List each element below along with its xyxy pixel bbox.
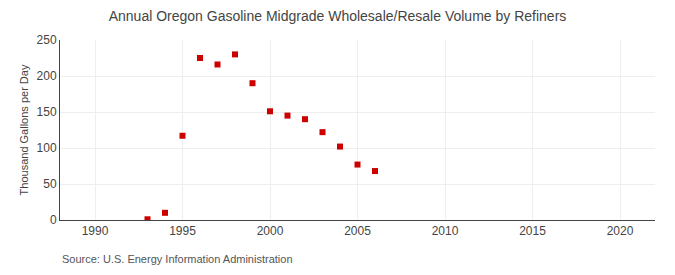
svg-text:1990: 1990 bbox=[82, 224, 109, 238]
svg-text:Thousand Gallons per Day: Thousand Gallons per Day bbox=[18, 64, 30, 195]
svg-text:50: 50 bbox=[43, 177, 57, 191]
svg-text:Source: U.S. Energy Informatio: Source: U.S. Energy Information Administ… bbox=[62, 253, 293, 265]
svg-text:2000: 2000 bbox=[257, 224, 284, 238]
svg-text:250: 250 bbox=[37, 33, 57, 47]
svg-text:2020: 2020 bbox=[607, 224, 634, 238]
svg-text:1995: 1995 bbox=[169, 224, 196, 238]
svg-text:2010: 2010 bbox=[432, 224, 459, 238]
svg-text:100: 100 bbox=[37, 141, 57, 155]
svg-text:150: 150 bbox=[37, 105, 57, 119]
svg-text:2015: 2015 bbox=[519, 224, 546, 238]
svg-text:0: 0 bbox=[50, 213, 57, 227]
svg-text:2005: 2005 bbox=[344, 224, 371, 238]
svg-text:200: 200 bbox=[37, 69, 57, 83]
svg-text:Annual Oregon Gasoline Midgrad: Annual Oregon Gasoline Midgrade Wholesal… bbox=[109, 8, 567, 24]
